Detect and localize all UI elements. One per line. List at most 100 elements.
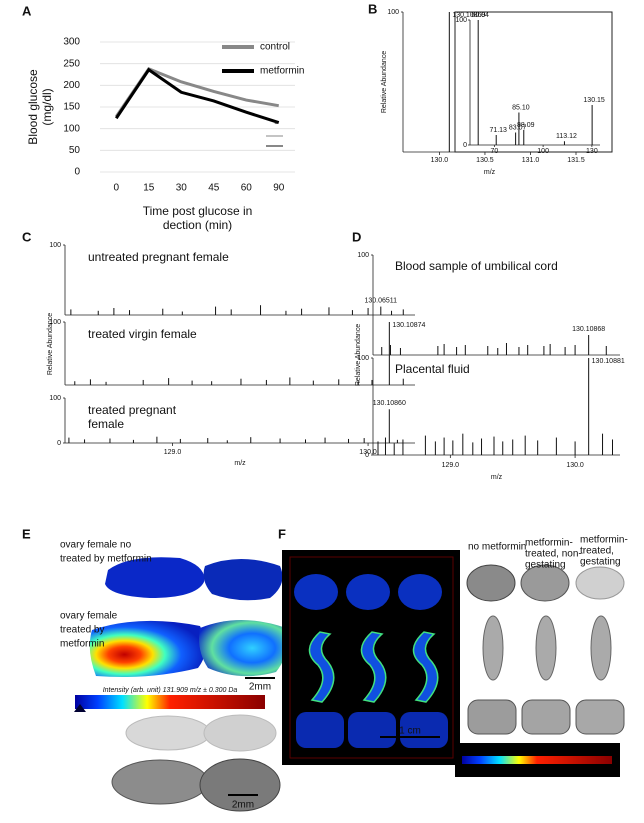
row-label: ovary female	[60, 611, 118, 622]
column-label: gestating	[580, 557, 621, 568]
column-label: metformin-	[525, 538, 573, 549]
panel-label: A	[22, 3, 32, 18]
legend-label: metformin	[260, 66, 304, 77]
peak-label: 130.06511	[365, 297, 398, 304]
peak-label: 71.13	[489, 127, 507, 134]
msi-image	[105, 557, 205, 598]
x-tick-label: 30	[176, 183, 188, 194]
x-tick-label: 130.5	[476, 157, 494, 164]
peak-label: 83.07	[509, 124, 527, 131]
tissue-image	[467, 699, 517, 735]
row-label: treated by metformin	[60, 554, 152, 565]
x-tick-label: 15	[143, 183, 155, 194]
peak-label: 130.10881	[592, 358, 625, 365]
colorbar	[75, 695, 265, 709]
x-tick-label: 70	[490, 148, 498, 155]
row-label: ovary female no	[60, 540, 132, 551]
data-line	[115, 67, 280, 118]
tissue-image	[125, 715, 211, 751]
y-tick-label: 50	[69, 145, 81, 156]
y-tick-label: 100	[49, 395, 61, 402]
x-axis-label: dection (min)	[163, 218, 232, 232]
y-tick-label: 300	[63, 37, 80, 48]
y-tick-label: 150	[63, 102, 80, 113]
peak-label: 113.12	[556, 133, 577, 140]
y-axis-label: Relative Abundance	[381, 51, 388, 113]
tissue-image	[575, 699, 625, 735]
y-tick-label: 100	[357, 355, 369, 362]
msi-image	[203, 559, 283, 601]
y-tick-label: 100	[49, 242, 61, 249]
x-tick-label: 130	[586, 148, 598, 155]
y-tick-label: 0	[74, 167, 80, 178]
legend-label: control	[260, 42, 290, 53]
column-label: treated, non-	[525, 549, 582, 560]
y-tick-label: 200	[63, 80, 80, 91]
peak-label: 88.09	[517, 122, 535, 129]
y-axis-label: Blood glucose	[26, 69, 40, 145]
column-label: treated,	[580, 546, 614, 557]
row-label: treated by	[60, 625, 104, 636]
colorbar-label: Intensity (arb. unit) 131.909 m/z ± 0.30…	[103, 687, 238, 694]
x-tick-label: 131.5	[567, 157, 585, 164]
panel-e-images	[74, 557, 288, 812]
tissue-image	[520, 564, 570, 602]
panel-label: F	[278, 526, 286, 541]
peak-label: 130.10860	[373, 400, 406, 407]
peak-label: 130.10868	[572, 326, 605, 333]
column-label: no metformin	[468, 542, 526, 553]
msi-image	[360, 631, 387, 703]
panel-text: treated virgin female	[88, 327, 197, 341]
scale-bar-label: 2mm	[232, 800, 254, 811]
msi-image	[294, 574, 338, 610]
y-tick-label: 0	[463, 142, 467, 149]
msi-image	[346, 574, 390, 610]
tissue-image	[482, 615, 504, 681]
msi-image	[400, 712, 448, 748]
msi-image	[348, 712, 396, 748]
scale-bar-label: 1 cm	[399, 726, 421, 737]
x-tick-label: 129.0	[164, 449, 182, 456]
x-tick-label: 60	[241, 183, 253, 194]
y-axis-label: (mg/dl)	[40, 88, 54, 125]
annotation: *	[274, 120, 278, 131]
panel-text: female	[88, 417, 124, 431]
colorbar-marker	[74, 704, 86, 712]
y-tick-label: 0	[365, 452, 369, 459]
colorbar	[462, 756, 612, 764]
panel-label: C	[22, 229, 32, 244]
x-tick-label: 129.0	[442, 462, 460, 469]
x-axis-label: m/z	[484, 169, 496, 176]
tissue-image	[521, 699, 571, 735]
panel-text: Placental fluid	[395, 362, 470, 376]
peak-label: 85.10	[512, 104, 530, 111]
panel-text: treated pregnant	[88, 403, 177, 417]
peak-label: 60.04	[471, 12, 489, 19]
peak-label: 130.15	[583, 97, 605, 104]
tissue-image	[466, 564, 516, 602]
x-axis-label: m/z	[491, 474, 503, 481]
msi-image	[398, 574, 442, 610]
scale-bar-label: 2mm	[249, 682, 271, 693]
data-line	[115, 67, 280, 125]
tissue-image	[590, 615, 612, 681]
msi-image	[89, 620, 206, 677]
tissue-image	[535, 615, 557, 681]
y-tick-label: 100	[63, 123, 80, 134]
panel-text: Blood sample of umbilical cord	[395, 259, 558, 273]
msi-frame	[289, 556, 454, 759]
peak-label: 130.10869	[452, 12, 485, 19]
x-tick-label: 130.0	[566, 462, 584, 469]
msi-image	[308, 631, 335, 703]
panel-label: E	[22, 526, 31, 541]
y-axis-label: Relative Abundance	[47, 313, 54, 375]
panel-label: B	[368, 1, 377, 16]
tissue-image	[203, 714, 277, 752]
tissue-image	[199, 758, 281, 812]
x-tick-label: 90	[273, 183, 285, 194]
x-tick-label: 130.0	[431, 157, 449, 164]
panel-f-images	[282, 550, 625, 777]
tissue-image	[111, 759, 209, 805]
